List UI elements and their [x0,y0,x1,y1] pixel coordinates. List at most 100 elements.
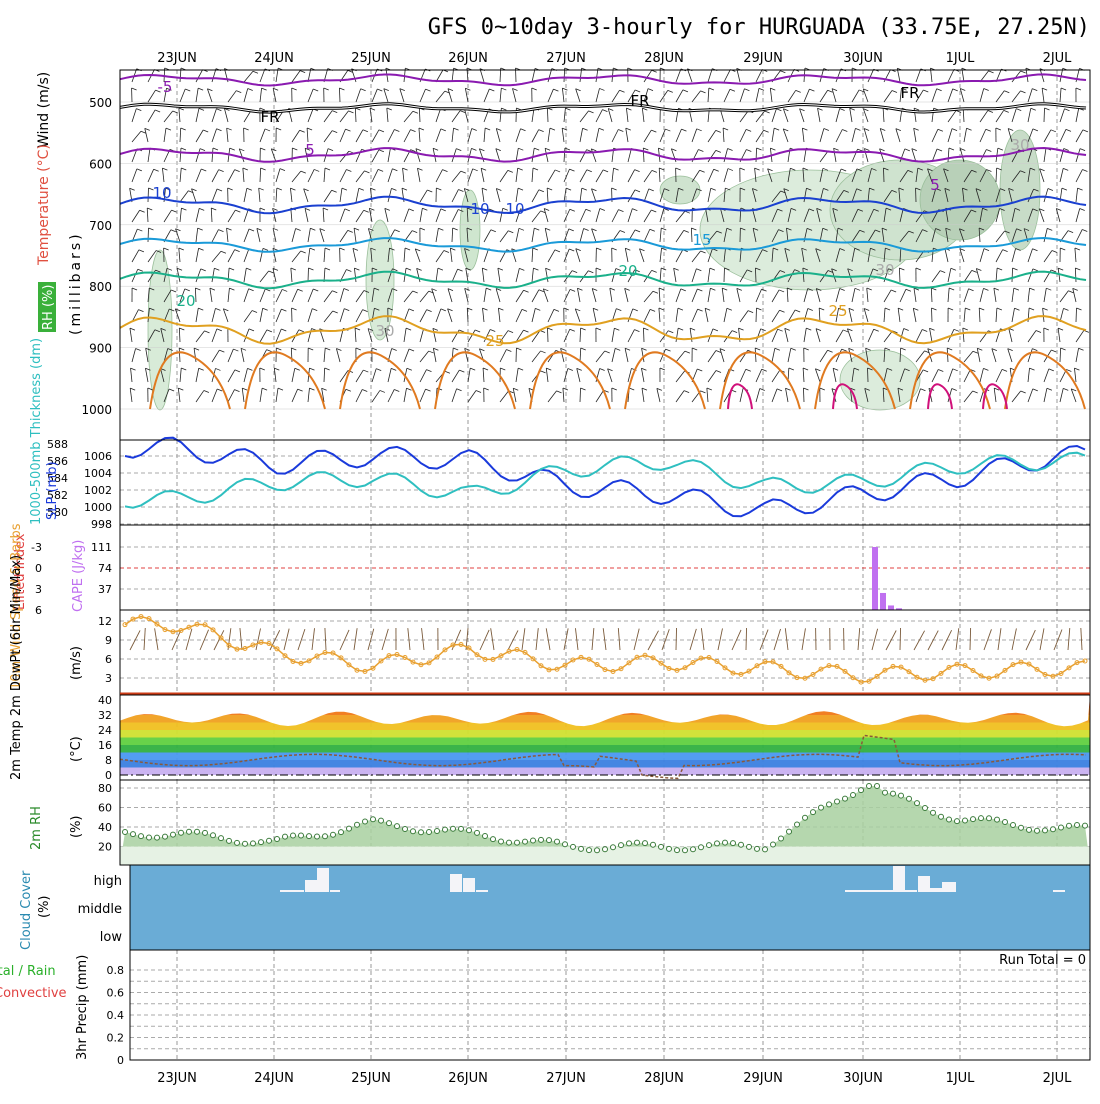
wind-barb [356,130,363,142]
rh-axis-label: RH (%) [41,285,56,330]
wind-barb [340,289,344,302]
rh-point [331,832,336,837]
temp-tick: 24 [98,724,112,737]
wind-barb [177,268,180,282]
high-cloud-bar [845,890,893,892]
wind-barb [164,111,173,122]
wind-barb-flag [501,88,506,90]
wind-barb-flag [998,148,1003,150]
wind-barb [419,108,420,122]
wind-barb [979,308,980,322]
wind-barb [244,311,252,322]
wind-barb-flag [709,88,714,90]
wind-barb [484,89,489,102]
wind-barb [356,389,362,402]
wind-barb-flag [759,88,764,90]
rh-point [371,817,376,822]
wind-barb-flag [674,268,679,270]
wind-barb-flag [730,89,735,91]
wind-barb-flag [820,388,825,390]
wind-barb-10m [785,628,788,650]
contour-label: 10 [152,184,171,202]
wind-barb [196,208,199,222]
wind-barb-flag [1045,108,1050,110]
contour-label: 10 [505,200,524,218]
wind-barb [1075,268,1076,282]
wind-barb [612,168,614,182]
wind-barb [561,348,564,362]
wind-barb [308,388,309,402]
wind-barb-flag [713,329,718,331]
wind-barb-flag [309,388,314,390]
wind-barb [948,69,954,82]
wind-barb-flag [201,269,206,271]
wind-barb [690,328,692,342]
wind-barb-flag [649,189,654,191]
rh-point [291,833,296,838]
wind-barb [404,130,411,142]
wind-barb-flag [1021,91,1026,93]
wind-barb [323,208,324,222]
wind-barb-flag [555,170,560,172]
wind-barb-flag [629,388,634,390]
wind-barb-flag [132,288,137,290]
wind-barb [643,148,644,162]
rh-point [907,796,912,801]
wind-barb-10m [536,628,538,650]
wind-barb [676,69,681,82]
wind-barb [643,328,644,342]
wind-barb-flag [228,188,233,190]
wind-barb-flag [137,229,142,231]
wind-speed-line [125,617,1085,683]
wind-barb [546,268,548,282]
wind-barb-flag [589,111,594,113]
wind-barb-flag [780,310,785,312]
wind-barb-flag [217,129,222,131]
wind-barb [547,108,548,122]
wind-barb-flag [139,250,144,252]
wind-barb-10m [900,628,901,650]
wind-barb-flag [363,370,368,372]
rh-point [643,841,648,846]
rh-point [315,834,320,839]
wind-barb-flag [491,230,496,232]
wind-barb [292,368,295,382]
wind-barb-10m [648,631,658,650]
rh-point [523,839,528,844]
wind-barb-flag [757,148,762,150]
wind-barb [356,171,364,182]
wind-barb-flag [953,89,958,91]
wind-barb-flag [892,91,897,93]
wind-barb [596,170,603,182]
wind-barb-flag [698,309,703,311]
wind-barb-flag [292,148,297,150]
wind-barb [580,348,581,362]
wind-barb-flag [295,368,300,370]
wind-barb-flag [402,188,407,190]
wind-barb-flag [518,168,523,170]
wind-barb [468,391,476,402]
wind-barb [612,129,618,142]
wind-barb-10m [382,629,388,650]
wind-barb-flag [690,328,695,330]
wind-barb [756,369,762,382]
wind-barb [836,108,840,122]
contour-label: 30 [1010,136,1029,154]
wind-barb [452,370,459,382]
rh-point [899,793,904,798]
wind-barb-flag [641,368,646,370]
wind-barb [354,268,356,282]
wind-barb [740,369,746,382]
wind-barb [692,129,697,142]
wind-barb [500,108,501,122]
wind-barb-flag [569,169,574,171]
wind-barb-flag [359,188,364,190]
wind-barb-flag [600,368,605,370]
wind-barb-flag [791,348,796,350]
wind-barb [577,288,580,302]
wind-barb [756,389,760,402]
rh-point [443,827,448,832]
wind-barb [545,148,548,162]
wind-barb [916,329,922,342]
